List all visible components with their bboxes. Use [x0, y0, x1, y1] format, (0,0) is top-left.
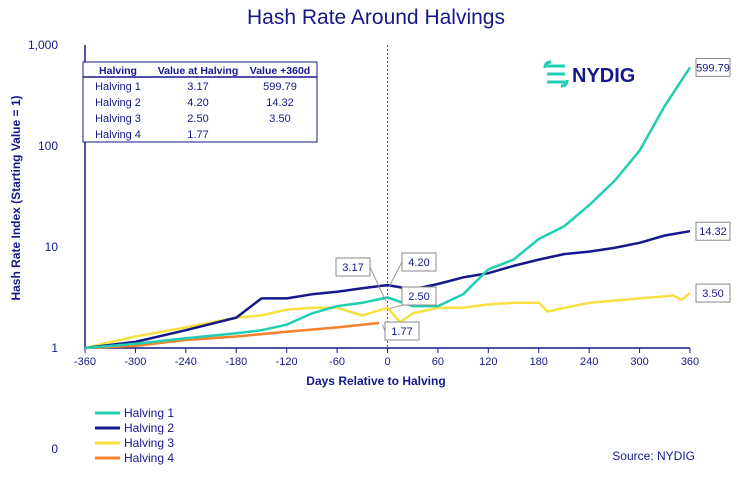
x-tick-label: 360	[681, 356, 699, 368]
table-border	[82, 61, 318, 143]
y-tick-label: 1	[51, 341, 58, 355]
legend-label: Halving 2	[124, 421, 174, 435]
end-label: 599.79	[696, 62, 730, 74]
halving-value-label-box	[401, 252, 437, 272]
y-tick-label: 100	[38, 139, 58, 153]
x-tick-label: -180	[225, 356, 247, 368]
halving-value-label-box	[384, 321, 420, 341]
series-line-halving-3	[84, 292, 691, 350]
x-tick-label: -60	[329, 356, 345, 368]
x-tick-label: -120	[276, 356, 298, 368]
end-label-box	[695, 57, 731, 77]
summary-table: Halving Value at Halving Value +360d Halvin…	[82, 61, 318, 143]
x-tick-label: -240	[175, 356, 197, 368]
source-note: Source: NYDIG	[612, 449, 695, 463]
halving-value-label: 1.77	[391, 326, 412, 338]
table-header: Halving	[99, 65, 137, 77]
end-label-box	[695, 221, 731, 241]
halving-value-label: 3.17	[342, 262, 363, 274]
y-tick-label-zero: 0	[51, 442, 58, 456]
x-tick-label: 300	[630, 356, 648, 368]
series-line-halving-1	[84, 66, 692, 350]
y-axis-label: Hash Rate Index (Starting Value = 1)	[9, 95, 23, 300]
halving-value-label-box	[335, 257, 371, 277]
halving-value-label: 2.50	[408, 291, 429, 303]
legend-label: Halving 4	[124, 451, 174, 465]
table-cell: Halving 4	[95, 129, 141, 141]
table-cell: 4.20	[187, 97, 208, 109]
x-tick-label: 0	[384, 356, 390, 368]
table-cell: 14.32	[266, 97, 294, 109]
x-tick-label: 60	[432, 356, 444, 368]
legend-label: Halving 3	[124, 436, 174, 450]
table-header: Value +360d	[250, 65, 310, 77]
x-tick-label: 240	[580, 356, 598, 368]
table-cell: 2.50	[187, 113, 208, 125]
table-header: Value at Halving	[158, 65, 239, 77]
table-cell: 599.79	[263, 81, 297, 93]
y-tick-label: 1,000	[28, 38, 58, 52]
nydig-logo: NYDIG	[543, 60, 635, 88]
table-cell: 3.17	[187, 81, 208, 93]
table-cell: Halving 2	[95, 97, 141, 109]
x-tick-label: 120	[479, 356, 497, 368]
end-label-box	[695, 283, 731, 303]
x-axis-label: Days Relative to Halving	[306, 374, 445, 388]
table-cell: 3.50	[269, 113, 290, 125]
table-cell: Halving 3	[95, 113, 141, 125]
leader-line	[369, 266, 387, 302]
halving-value-label-box	[401, 286, 437, 306]
leader-line	[388, 261, 403, 287]
series-line-halving-4	[84, 321, 380, 350]
end-label: 14.32	[699, 226, 727, 238]
logo-text: NYDIG	[572, 65, 635, 87]
x-tick-label: -360	[74, 356, 96, 368]
end-label: 3.50	[702, 288, 723, 300]
legend-label: Halving 1	[124, 406, 174, 420]
table-cell: Halving 1	[95, 81, 141, 93]
halving-value-label: 4.20	[408, 257, 429, 269]
y-tick-label: 10	[45, 240, 59, 254]
x-tick-label: 180	[530, 356, 548, 368]
table-cell: 1.77	[187, 129, 208, 141]
chart-title: Hash Rate Around Halvings	[247, 6, 505, 29]
x-tick-label: -300	[124, 356, 146, 368]
